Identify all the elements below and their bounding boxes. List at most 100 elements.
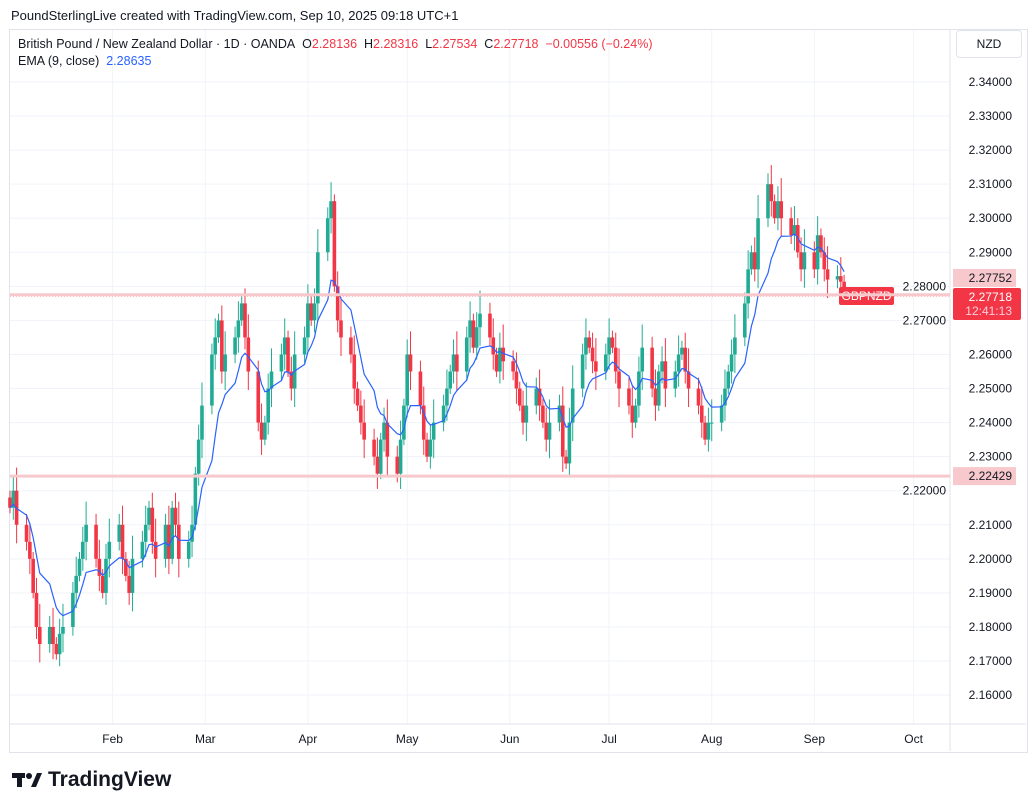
candle-body xyxy=(802,252,807,270)
candle-body xyxy=(779,201,784,219)
y-tick-label: 2.31000 xyxy=(969,177,1013,191)
candle-body xyxy=(47,626,52,644)
ema-label[interactable]: EMA (9, close) xyxy=(18,54,100,68)
level-price-tag xyxy=(953,467,1016,486)
candle-body xyxy=(478,313,482,328)
candle-body xyxy=(57,633,62,655)
y-tick-label: 2.30000 xyxy=(969,211,1013,225)
level-price-label: 2.27752 xyxy=(969,271,1013,285)
y-tick-label: 2.16000 xyxy=(969,688,1013,702)
y-tick-label: 2.32000 xyxy=(969,143,1013,157)
candle-body xyxy=(312,303,317,321)
x-tick-label: May xyxy=(396,732,419,746)
candle-body xyxy=(789,218,793,236)
candle-body xyxy=(170,507,174,559)
candle-body xyxy=(610,337,615,348)
candle-body xyxy=(239,303,244,321)
candle-body xyxy=(147,507,151,525)
candle-body xyxy=(349,337,353,355)
candle-body xyxy=(746,269,750,304)
y-tick-label: 2.24000 xyxy=(969,416,1013,430)
candle-body xyxy=(332,201,337,287)
candle-body xyxy=(11,490,16,508)
candle-body xyxy=(445,388,449,406)
open-label: O xyxy=(302,37,312,51)
chart-legend: British Pound / New Zealand Dollar · 1D … xyxy=(18,36,652,70)
candle-body xyxy=(355,388,360,406)
candle-body xyxy=(709,422,714,424)
last-price-tag xyxy=(953,287,1021,320)
candle-body xyxy=(54,643,59,655)
candle-body xyxy=(375,456,380,474)
candle-body xyxy=(306,303,310,338)
ema-value: 2.28635 xyxy=(106,54,152,68)
candle-body xyxy=(378,439,383,474)
candle-body xyxy=(587,337,592,348)
candle-body xyxy=(223,354,227,372)
candle-body xyxy=(163,524,168,559)
logo-text: TradingView xyxy=(48,768,172,791)
x-tick-label: Oct xyxy=(904,732,923,746)
candle-body xyxy=(494,354,499,372)
candle-body xyxy=(256,371,261,423)
x-tick-label: Feb xyxy=(102,732,123,746)
candle-body xyxy=(100,575,105,593)
candle-body xyxy=(431,422,436,440)
candle-body xyxy=(815,235,820,270)
candle-body xyxy=(726,371,731,389)
candle-body xyxy=(825,269,830,280)
candle-body xyxy=(723,388,727,406)
candle-body xyxy=(266,388,270,423)
x-tick-label: Jul xyxy=(601,732,616,746)
tradingview-logo-icon xyxy=(12,773,42,787)
candle-body xyxy=(213,337,218,355)
candle-body xyxy=(74,575,78,593)
candle-body xyxy=(537,388,542,406)
candle-body xyxy=(650,347,654,389)
candle-body xyxy=(153,541,158,559)
currency-button[interactable]: NZD xyxy=(956,30,1022,58)
candle-body xyxy=(822,252,827,270)
chart-credit: PoundSterlingLive created with TradingVi… xyxy=(11,8,459,23)
close-value: 2.27718 xyxy=(493,37,539,51)
y-tick-label: 2.25000 xyxy=(969,382,1013,396)
candle-body xyxy=(339,320,343,338)
candle-body xyxy=(617,371,621,389)
candle-body xyxy=(196,439,201,474)
candle-body xyxy=(749,252,754,270)
candle-body xyxy=(776,201,780,219)
candle-body xyxy=(124,558,128,576)
candle-body xyxy=(680,347,684,355)
candle-body xyxy=(468,320,472,338)
candle-body xyxy=(656,371,661,406)
candle-body xyxy=(455,354,459,372)
candle-body xyxy=(8,497,12,508)
candle-body xyxy=(37,626,42,644)
y-tick-label: 2.22000 xyxy=(903,484,947,498)
tradingview-logo: TradingView xyxy=(12,768,171,792)
y-tick-label: 2.28000 xyxy=(903,279,947,293)
candle-body xyxy=(359,405,363,423)
candle-body xyxy=(839,276,843,282)
candle-body xyxy=(534,388,539,406)
candle-body xyxy=(329,201,333,219)
candle-body xyxy=(335,286,340,321)
y-tick-label: 2.33000 xyxy=(969,109,1013,123)
x-tick-label: Apr xyxy=(299,732,318,746)
candle-body xyxy=(686,371,691,389)
candle-body xyxy=(769,184,774,202)
candle-body xyxy=(117,524,122,542)
y-tick-label: 2.18000 xyxy=(969,620,1013,634)
ema-line xyxy=(9,233,845,617)
candle-body xyxy=(186,541,191,559)
candle-body xyxy=(173,507,178,525)
candle-body xyxy=(564,456,568,464)
candle-body xyxy=(703,422,707,440)
candle-body xyxy=(127,575,131,593)
level-price-label: 2.22429 xyxy=(969,469,1013,483)
symbol-title[interactable]: British Pound / New Zealand Dollar · 1D … xyxy=(18,37,296,51)
candle-body xyxy=(352,354,357,389)
candle-body xyxy=(673,371,678,389)
candle-body xyxy=(799,252,803,270)
